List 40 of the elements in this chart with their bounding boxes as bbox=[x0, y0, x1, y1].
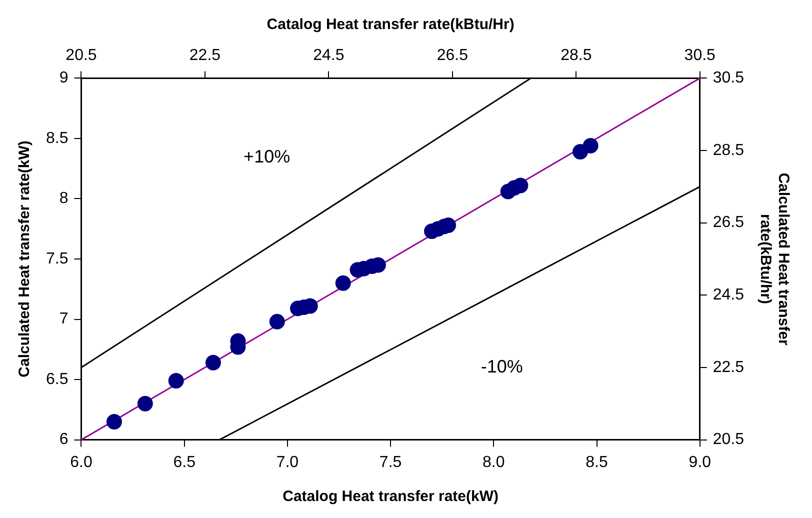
x-tick-label: 8.5 bbox=[586, 454, 608, 471]
point bbox=[168, 372, 184, 388]
point bbox=[335, 275, 351, 291]
annotation: -10% bbox=[480, 356, 523, 376]
y2-tick-label: 26.5 bbox=[712, 214, 744, 232]
y-tick-label: 6 bbox=[59, 431, 68, 448]
y2-tick-label: 22.5 bbox=[712, 358, 744, 376]
x-tick-label: 6.5 bbox=[173, 454, 196, 471]
y2-tick-label: 30.5 bbox=[712, 70, 744, 87]
point bbox=[269, 314, 285, 330]
x-tick-label: 7.0 bbox=[276, 454, 299, 471]
point bbox=[582, 138, 598, 154]
x2-tick-label: 22.5 bbox=[189, 47, 221, 64]
annotation: +10% bbox=[244, 146, 290, 167]
y-tick-label: 6.5 bbox=[46, 370, 68, 388]
x2-tick-label: 20.5 bbox=[66, 47, 97, 64]
point bbox=[106, 414, 122, 430]
y2-axis-title: Calculated Heat transfer rate(kBtu/hr) bbox=[756, 172, 792, 346]
y-tick-label: 7 bbox=[59, 310, 68, 328]
y2-tick-label: 24.5 bbox=[712, 286, 744, 304]
x2-tick-label: 26.5 bbox=[436, 47, 468, 64]
y-axis-title: Calculated Heat transfer rate(kW) bbox=[16, 140, 34, 378]
x2-axis-title: Catalog Heat transfer rate(kBtu/Hr) bbox=[266, 16, 514, 34]
x-tick-label: 6.0 bbox=[70, 454, 92, 471]
y2-tick-label: 20.5 bbox=[712, 431, 744, 448]
x-tick-label: 9.0 bbox=[688, 454, 712, 471]
y-tick-label: 8.5 bbox=[46, 130, 68, 147]
x-tick-label: 7.5 bbox=[379, 454, 402, 471]
point bbox=[205, 354, 221, 370]
point bbox=[512, 178, 528, 194]
y-tick-label: 9 bbox=[59, 70, 68, 87]
x2-tick-label: 30.5 bbox=[684, 47, 716, 64]
y-tick-label: 7.5 bbox=[46, 250, 68, 268]
x-axis-title: Catalog Heat transfer rate(kW) bbox=[282, 488, 498, 506]
y2-tick-label: 28.5 bbox=[712, 142, 744, 159]
y-tick-label: 8 bbox=[59, 190, 68, 208]
x-tick-label: 8.0 bbox=[482, 454, 505, 471]
point bbox=[137, 396, 153, 412]
x2-tick-label: 24.5 bbox=[313, 47, 344, 64]
x2-tick-label: 28.5 bbox=[560, 47, 592, 64]
